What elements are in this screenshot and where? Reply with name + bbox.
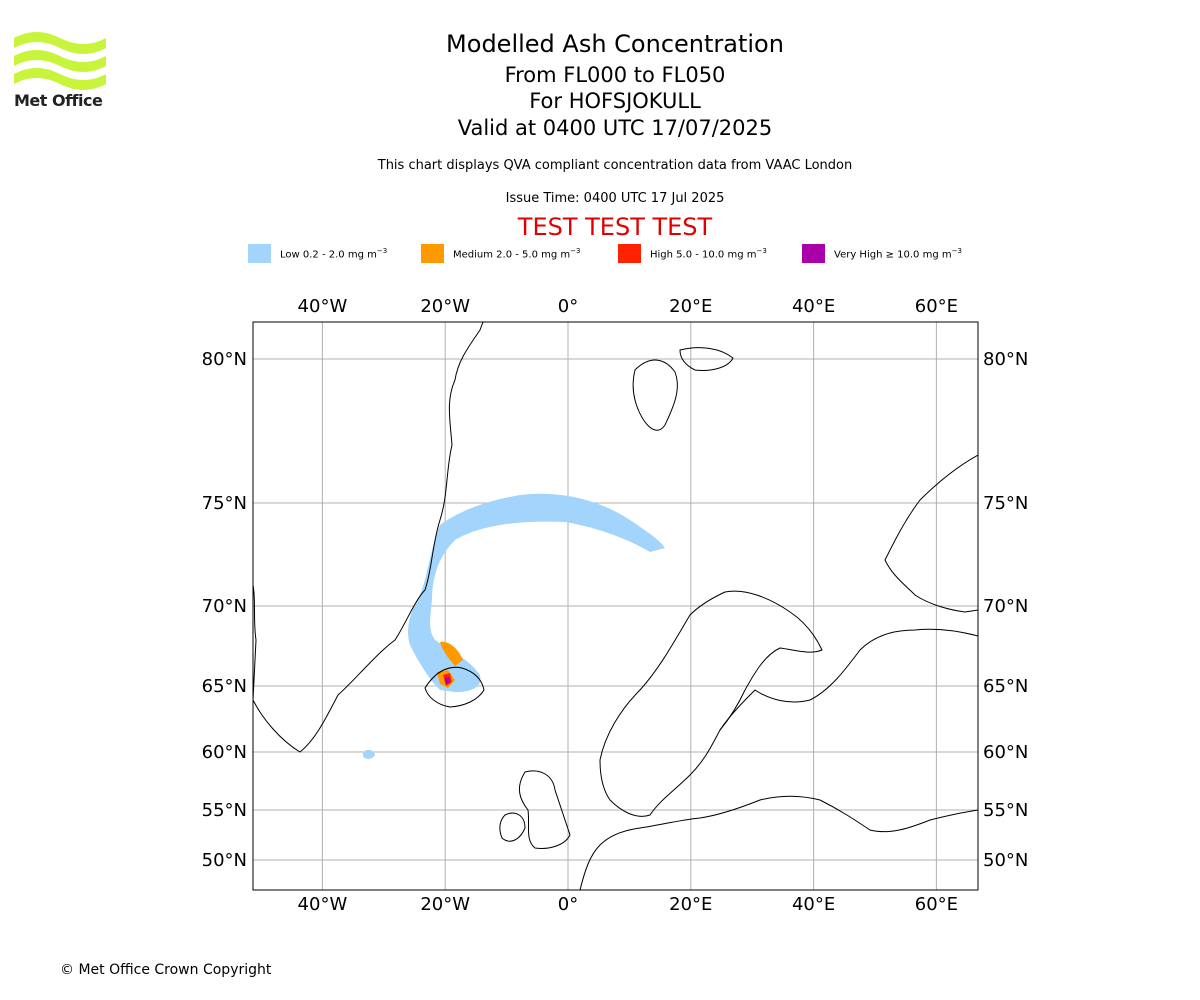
legend-swatch-low [248,244,271,263]
lat-tick-right: 80°N [983,349,1028,370]
logo-text: Met Office [14,91,103,110]
lon-tick-bottom: 40°W [298,894,348,915]
lon-tick-bottom: 60°E [915,894,958,915]
greenland-coast [253,322,484,753]
axis-ticks: 40°W 40°W 20°W 20°W 0° 0° 20°E 20°E 40°E 40°E 60°E… [202,296,1029,915]
ash-source-very-high [445,677,450,684]
ash-plume-medium [440,641,463,666]
flight-level-range: From FL000 to FL050 [504,63,726,87]
lat-tick-left: 70°N [202,596,247,617]
test-banner: TEST TEST TEST [517,213,713,241]
volcano-name: For HOFSJOKULL [529,89,701,113]
lat-tick-left: 50°N [202,850,247,871]
lon-tick-top: 0° [558,296,578,317]
chart-title: Modelled Ash Concentration [446,30,784,58]
lon-tick-bottom: 20°E [669,894,712,915]
great-britain-coast [518,770,571,849]
russia-north-coast [884,454,978,613]
subtitle: This chart displays QVA compliant concen… [377,158,853,173]
legend-medium: Medium 2.0 - 5.0 mg m−3 [421,244,580,263]
map-frame [252,321,979,891]
lat-tick-right: 75°N [983,493,1028,514]
iceland-coast [424,666,485,708]
map-content [253,322,978,890]
lat-tick-left: 60°N [202,742,247,763]
lon-tick-bottom: 20°W [420,894,470,915]
lon-tick-top: 40°E [792,296,835,317]
lat-tick-left: 65°N [202,676,247,697]
lon-tick-bottom: 0° [558,894,578,915]
svalbard-coast [632,359,678,431]
lat-tick-left: 75°N [202,493,247,514]
lon-tick-top: 60°E [915,296,958,317]
ireland-coast [499,812,526,842]
lat-tick-left: 80°N [202,349,247,370]
legend-label-low: Low 0.2 - 2.0 mg m−3 [280,246,388,261]
scandinavia-coast [599,590,823,817]
legend-label-medium: Medium 2.0 - 5.0 mg m−3 [453,246,581,261]
lon-tick-top: 40°W [298,296,348,317]
lat-tick-right: 65°N [983,676,1028,697]
copyright: © Met Office Crown Copyright [60,962,272,978]
met-office-logo [14,32,106,90]
lon-tick-bottom: 40°E [792,894,835,915]
legend-label-high: High 5.0 - 10.0 mg m−3 [650,246,767,261]
coastlines [253,322,978,890]
legend-low: Low 0.2 - 2.0 mg m−3 [248,244,387,263]
ash-patch-low [363,749,375,759]
legend-swatch-very-high [802,244,825,263]
lat-tick-right: 60°N [983,742,1028,763]
finland-coast [719,628,978,731]
ash-plume-low [408,493,665,692]
lat-tick-right: 70°N [983,596,1028,617]
legend-swatch-high [618,244,641,263]
valid-time: Valid at 0400 UTC 17/07/2025 [457,116,773,140]
issue-time: Issue Time: 0400 UTC 17 Jul 2025 [505,191,725,206]
legend-label-very-high: Very High ≥ 10.0 mg m−3 [834,246,962,261]
lat-tick-right: 55°N [983,800,1028,821]
lat-tick-left: 55°N [202,800,247,821]
lat-tick-right: 50°N [983,850,1028,871]
legend-high: High 5.0 - 10.0 mg m−3 [618,244,767,263]
lon-tick-top: 20°E [669,296,712,317]
gridlines [253,322,978,890]
legend-swatch-medium [421,244,444,263]
europe-coast [579,795,978,890]
lon-tick-top: 20°W [420,296,470,317]
legend-very-high: Very High ≥ 10.0 mg m−3 [802,244,962,263]
svalbard-east [679,347,734,371]
